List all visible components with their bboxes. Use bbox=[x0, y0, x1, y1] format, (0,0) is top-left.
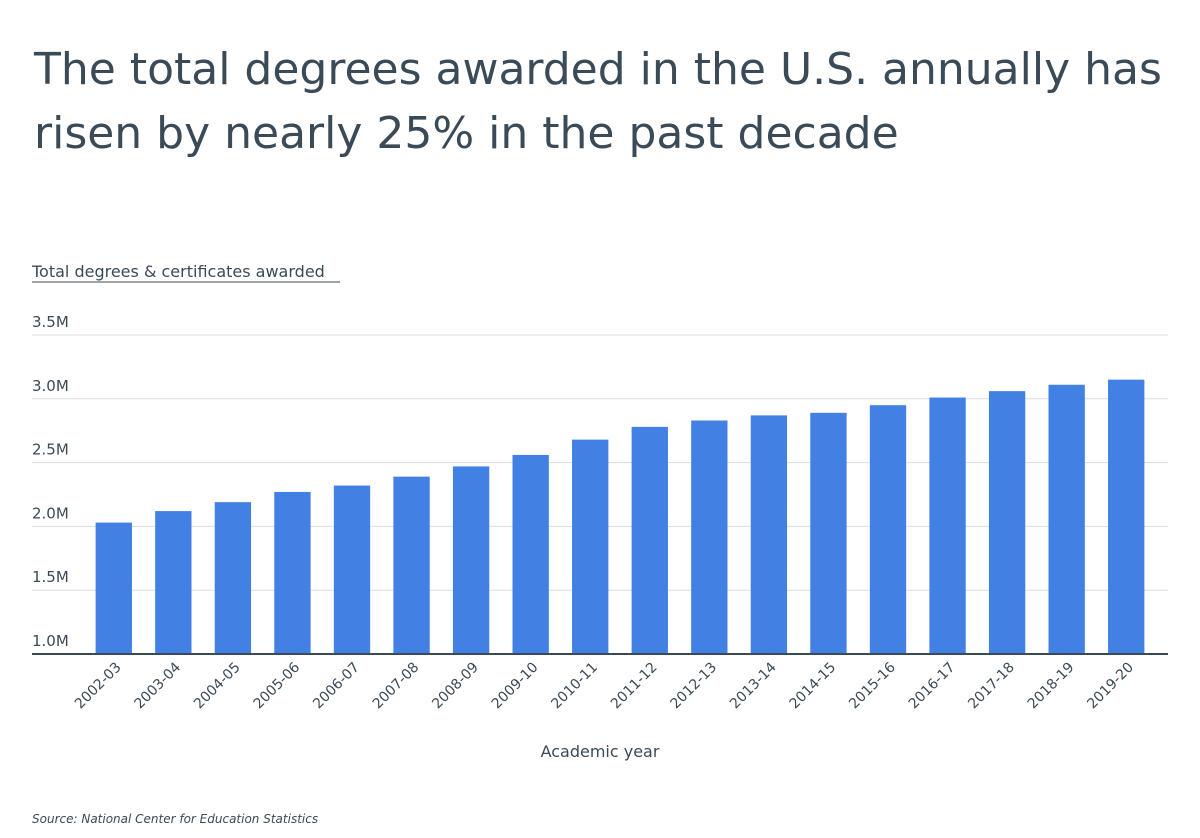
x-tick-label: 2007-08 bbox=[370, 660, 423, 713]
bar bbox=[274, 491, 311, 654]
x-axis-label: Academic year bbox=[541, 742, 660, 761]
bar bbox=[1108, 379, 1145, 654]
y-tick-label: 2.5M bbox=[32, 441, 69, 459]
bar bbox=[691, 420, 728, 654]
page-title: The total degrees awarded in the U.S. an… bbox=[34, 44, 1162, 159]
x-tick-label: 2019-20 bbox=[1084, 660, 1137, 713]
bar bbox=[631, 426, 668, 654]
bar bbox=[155, 511, 192, 654]
y-tick-label: 1.5M bbox=[32, 568, 69, 586]
x-tick-label: 2006-07 bbox=[310, 660, 363, 713]
bar bbox=[214, 502, 252, 654]
bar bbox=[333, 485, 371, 654]
y-tick-label: 3.5M bbox=[32, 313, 69, 331]
x-tick-label: 2017-18 bbox=[965, 660, 1018, 713]
bar bbox=[452, 466, 490, 654]
bar bbox=[512, 454, 549, 654]
bar bbox=[95, 522, 132, 654]
x-tick-label: 2002-03 bbox=[72, 660, 125, 713]
bar bbox=[988, 391, 1026, 654]
source-note: Source: National Center for Education St… bbox=[32, 812, 319, 826]
bar bbox=[750, 415, 788, 654]
y-tick-label: 1.0M bbox=[32, 632, 69, 650]
bar bbox=[810, 412, 847, 654]
y-tick-label: 2.0M bbox=[32, 504, 69, 522]
bar bbox=[393, 476, 430, 654]
x-tick-label: 2018-19 bbox=[1025, 660, 1078, 713]
y-tick-label: 3.0M bbox=[32, 377, 69, 395]
bar bbox=[869, 405, 907, 654]
x-tick-label: 2003-04 bbox=[131, 659, 184, 712]
bar bbox=[1048, 384, 1085, 654]
x-tick-label: 2009-10 bbox=[489, 660, 542, 713]
x-tick-label: 2011-12 bbox=[608, 660, 661, 713]
x-tick-label: 2012-13 bbox=[667, 660, 720, 713]
x-tick-label: 2004-05 bbox=[191, 660, 244, 713]
bar bbox=[572, 439, 609, 654]
x-tick-label: 2005-06 bbox=[251, 659, 304, 712]
x-tick-label: 2013-14 bbox=[727, 659, 780, 712]
x-tick-label: 2016-17 bbox=[906, 660, 959, 713]
x-tick-label: 2010-11 bbox=[548, 660, 601, 713]
chart-subtitle: Total degrees & certificates awarded bbox=[31, 262, 325, 281]
bar bbox=[929, 397, 966, 654]
x-tick-label: 2008-09 bbox=[429, 660, 482, 713]
x-tick-label: 2014-15 bbox=[787, 660, 840, 713]
x-tick-label: 2015-16 bbox=[846, 659, 899, 712]
